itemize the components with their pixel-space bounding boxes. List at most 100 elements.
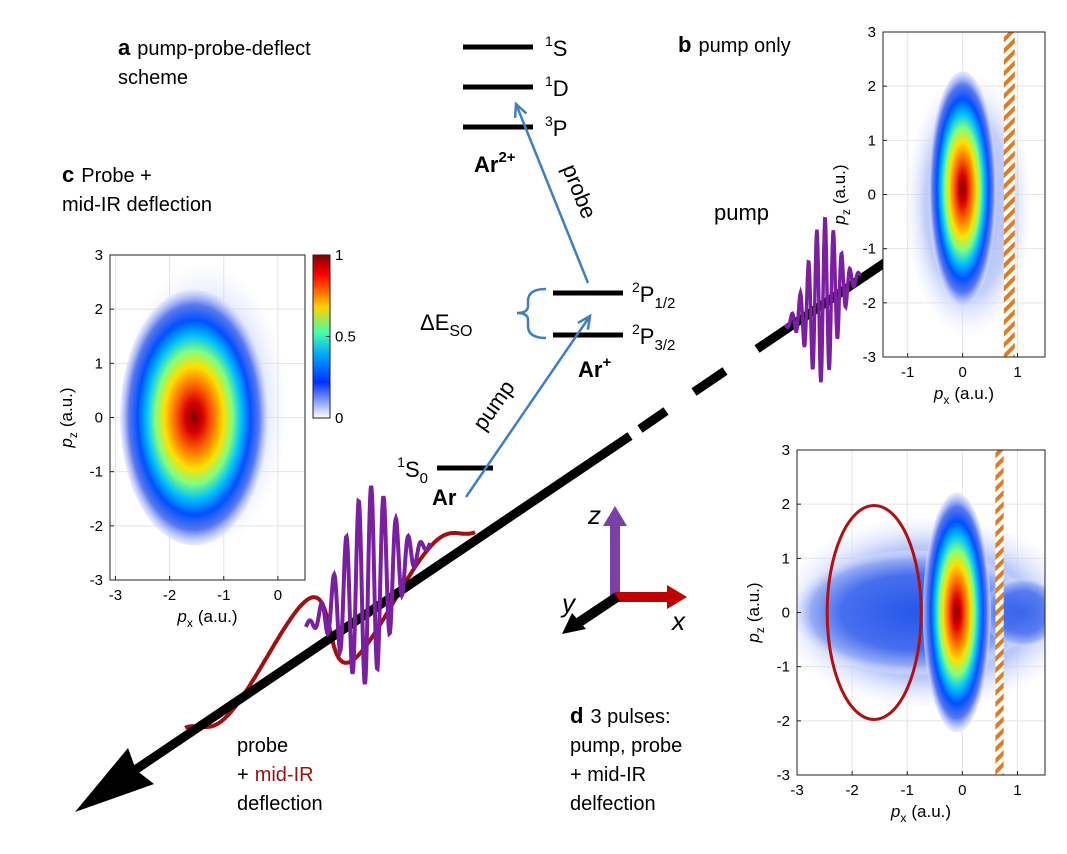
y-arrow — [575, 592, 620, 628]
text-part: SO — [449, 323, 472, 340]
text-part: Probe + — [81, 165, 152, 187]
x-tick-label: -1 — [901, 364, 914, 381]
plot-area — [883, 32, 1045, 357]
transition-arrow — [464, 315, 592, 498]
text-part: scheme — [118, 67, 188, 89]
y-tick-label: -3 — [90, 572, 103, 589]
text-part: p — [744, 633, 763, 643]
text-part: 2+ — [498, 149, 515, 166]
y-tick-label: -3 — [863, 349, 876, 366]
text-part: p — [176, 607, 186, 626]
axis-name: y — [560, 588, 577, 618]
text-part: ΔE — [420, 310, 449, 335]
text-part: 1 — [545, 73, 553, 89]
y-tick-label: -3 — [777, 767, 790, 784]
text-part: pump, probe — [570, 735, 682, 757]
panel-title: a pump-probe-deflect — [118, 35, 311, 60]
level-label: 2P1/2 — [632, 279, 675, 312]
colorbar-tick-label: 0.5 — [335, 329, 356, 346]
y-tick-label: -1 — [90, 464, 103, 481]
panel-title: d 3 pulses: — [570, 703, 671, 728]
hatch-stripe — [1003, 32, 1015, 357]
x-tick-label: 1 — [1013, 364, 1021, 381]
level-label: 2P3/2 — [632, 321, 675, 354]
x-tick-label: -2 — [845, 782, 858, 799]
density — [922, 492, 991, 733]
pulse — [783, 216, 863, 383]
y-tick-label: -2 — [863, 295, 876, 312]
transition-label: probe — [557, 161, 601, 223]
text-part: p — [830, 215, 849, 225]
x-axis-label: px (a.u.) — [890, 802, 951, 825]
text-part: S — [405, 457, 420, 482]
y-tick-label: 3 — [782, 442, 790, 459]
level-label: 3P — [545, 113, 567, 141]
beam-dash — [637, 407, 669, 433]
text-part: z — [66, 432, 80, 438]
y-tick-label: 3 — [95, 247, 103, 264]
density — [982, 577, 1045, 648]
text-part: x — [943, 393, 949, 407]
brace — [516, 287, 547, 340]
text-part: (a.u.) — [744, 582, 763, 622]
text-part: 3 — [545, 113, 553, 129]
x-tick-label: 1 — [1013, 782, 1021, 799]
text-part: Ar — [474, 152, 499, 177]
density — [928, 71, 997, 308]
y-tick-label: 1 — [95, 355, 103, 372]
colorbar-tick-label: 1 — [335, 247, 343, 264]
level-label: 1S — [545, 33, 567, 61]
text-part: 1/2 — [654, 295, 675, 312]
transition-label: pump — [468, 375, 520, 434]
panel-title: scheme — [118, 67, 188, 89]
text-part: 3 pulses: — [590, 706, 670, 728]
beam-label: probe — [237, 735, 288, 757]
beam-dash — [691, 367, 728, 396]
text-part: p — [890, 802, 900, 821]
text-part: d — [570, 703, 583, 728]
text-part: 1 — [545, 33, 553, 49]
text-part: x — [187, 616, 193, 630]
level-label: 1D — [545, 73, 569, 101]
y-tick-label: 1 — [782, 550, 790, 567]
text-part: + — [602, 354, 611, 371]
y-tick-label: 2 — [868, 78, 876, 95]
y-tick-label: -1 — [863, 241, 876, 258]
pulse — [304, 485, 432, 685]
panel-title: mid-IR deflection — [62, 194, 212, 216]
text-part: z — [753, 627, 767, 633]
text-part: (a.u.) — [198, 607, 238, 626]
text-part: P — [640, 324, 655, 349]
arrow-head — [577, 313, 592, 331]
text-part: 2 — [632, 279, 640, 295]
splitting-label: ΔESO — [420, 310, 473, 340]
species-label: Ar+ — [578, 354, 611, 382]
beam-label: deflection — [237, 793, 323, 815]
x-arrow-head — [667, 585, 687, 609]
text-part: 2 — [632, 321, 640, 337]
y-axis-label: pz (a.u.) — [830, 164, 853, 225]
text-part: p — [933, 384, 943, 403]
text-part: c — [62, 162, 74, 187]
text-part: D — [553, 76, 569, 101]
hatch-stripe — [995, 450, 1004, 775]
text-part: pump-probe-deflect — [137, 38, 311, 60]
highlight-ellipse — [825, 504, 923, 721]
pulse-label: pump — [714, 200, 769, 225]
plot-area — [110, 255, 305, 580]
text-part: mid-IR deflection — [62, 194, 212, 216]
beam — [132, 432, 633, 774]
text-part: S — [553, 36, 568, 61]
panel-title: delfection — [570, 793, 656, 815]
axis-name: z — [587, 500, 601, 530]
species-label: Ar — [432, 485, 457, 510]
panel-title: pump, probe — [570, 735, 682, 757]
x-tick-label: 0 — [274, 587, 282, 604]
y-tick-label: 2 — [782, 496, 790, 513]
text-part: p — [57, 438, 76, 448]
x-tick-label: 0 — [958, 782, 966, 799]
y-tick-label: -2 — [90, 518, 103, 535]
